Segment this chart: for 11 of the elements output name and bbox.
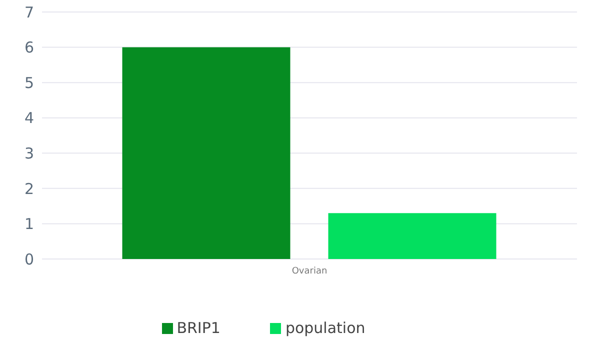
y-tick-label: 6 — [24, 38, 34, 57]
y-tick-label: 5 — [24, 74, 34, 92]
y-tick-label: 4 — [24, 109, 34, 128]
y-tick-label: 1 — [24, 215, 34, 234]
y-tick-label: 2 — [24, 180, 34, 198]
y-tick-label: 0 — [24, 250, 34, 268]
y-tick-label: 3 — [24, 144, 34, 162]
y-tick-label: 7 — [24, 3, 34, 22]
legend-label: BRIP1 — [176, 319, 220, 337]
legend-label: population — [285, 319, 366, 337]
x-tick-label: Ovarian — [292, 266, 328, 276]
